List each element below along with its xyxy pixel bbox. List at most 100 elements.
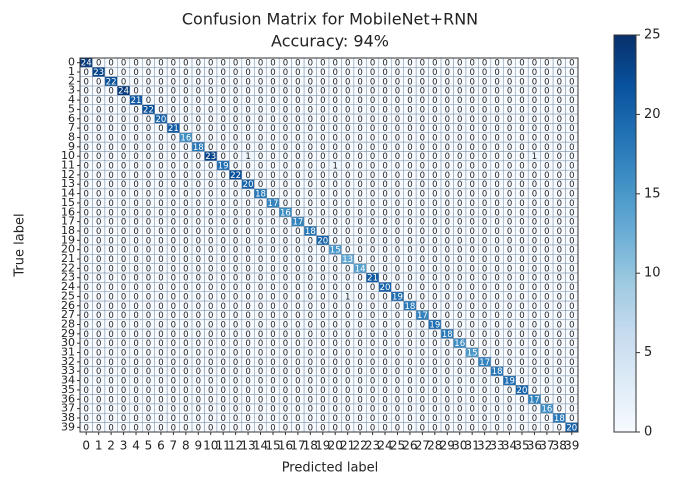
cell-label: 0 <box>457 283 462 293</box>
cell-label: 0 <box>245 274 250 284</box>
cell-label: 0 <box>233 302 238 312</box>
cell-label: 0 <box>158 77 163 87</box>
cell-label: 0 <box>208 330 213 340</box>
cell-label: 0 <box>220 227 225 237</box>
cell-label: 0 <box>345 349 350 359</box>
cell-label: 0 <box>220 96 225 106</box>
cell-label: 0 <box>220 59 225 69</box>
cell-label: 0 <box>146 133 151 143</box>
cell-label: 0 <box>345 227 350 237</box>
cell-label: 0 <box>407 190 412 200</box>
cell-label: 0 <box>245 124 250 134</box>
cell-label: 0 <box>569 302 574 312</box>
cell-label: 0 <box>532 339 537 349</box>
cell-label: 0 <box>258 77 263 87</box>
cell-label: 0 <box>469 246 474 256</box>
cell-label: 0 <box>395 320 400 330</box>
cell-label: 0 <box>121 124 126 134</box>
cell-label: 0 <box>158 227 163 237</box>
cell-label: 0 <box>557 143 562 153</box>
cell-label: 0 <box>370 255 375 265</box>
cell-label: 0 <box>320 255 325 265</box>
cell-label: 0 <box>345 105 350 115</box>
cell-label: 0 <box>519 339 524 349</box>
cell-label: 0 <box>557 162 562 172</box>
cell-label: 0 <box>457 87 462 97</box>
cell-label: 0 <box>245 302 250 312</box>
cell-label: 0 <box>357 152 362 162</box>
cell-label: 0 <box>308 236 313 246</box>
cell-label: 0 <box>245 349 250 359</box>
cell-label: 0 <box>258 152 263 162</box>
cell-label: 0 <box>270 171 275 181</box>
cell-label: 0 <box>233 190 238 200</box>
cell-label: 0 <box>482 152 487 162</box>
cell-label: 0 <box>382 292 387 302</box>
cell-label: 0 <box>432 246 437 256</box>
cell-label: 0 <box>370 171 375 181</box>
cell-label: 0 <box>233 349 238 359</box>
cell-label: 0 <box>220 180 225 190</box>
cell-label: 0 <box>457 59 462 69</box>
cell-label: 0 <box>308 330 313 340</box>
cell-label: 0 <box>108 264 113 274</box>
cell-label: 0 <box>158 236 163 246</box>
cell-label: 0 <box>482 227 487 237</box>
cell-label: 0 <box>457 115 462 125</box>
cell-label: 0 <box>557 152 562 162</box>
cell-label: 0 <box>395 68 400 78</box>
x-tick-label: 1 <box>95 439 103 453</box>
cell-label: 0 <box>320 143 325 153</box>
cell-label: 0 <box>233 105 238 115</box>
colorbar-tick-label: 0 <box>644 425 652 440</box>
cell-label: 0 <box>382 236 387 246</box>
cell-label: 0 <box>482 330 487 340</box>
cell-label: 0 <box>121 199 126 209</box>
cell-label: 0 <box>370 339 375 349</box>
cell-label: 0 <box>519 124 524 134</box>
cell-label: 0 <box>283 339 288 349</box>
cell-label: 0 <box>482 68 487 78</box>
cell-label: 0 <box>295 349 300 359</box>
cell-label: 0 <box>357 302 362 312</box>
cell-label: 0 <box>183 96 188 106</box>
cell-label: 0 <box>457 311 462 321</box>
cell-label: 0 <box>557 180 562 190</box>
cell-label: 0 <box>494 274 499 284</box>
cell-label: 0 <box>420 349 425 359</box>
cell-label: 0 <box>420 190 425 200</box>
cell-label: 0 <box>557 68 562 78</box>
cell-label: 0 <box>171 96 176 106</box>
cell-label: 0 <box>345 115 350 125</box>
cell-label: 0 <box>208 162 213 172</box>
cell-label: 0 <box>121 246 126 256</box>
cell-label: 0 <box>532 208 537 218</box>
cell-label: 0 <box>407 162 412 172</box>
cell-label: 0 <box>84 77 89 87</box>
cell-label: 0 <box>146 302 151 312</box>
cell-label: 0 <box>320 124 325 134</box>
cell-label: 0 <box>457 171 462 181</box>
cell-label: 0 <box>270 302 275 312</box>
cell-label: 0 <box>183 246 188 256</box>
cell-label: 0 <box>357 143 362 153</box>
cell-label: 0 <box>258 199 263 209</box>
cell-label: 0 <box>146 218 151 228</box>
cell-label: 0 <box>407 105 412 115</box>
cell-label: 0 <box>469 236 474 246</box>
cell-label: 0 <box>171 311 176 321</box>
cell-label: 0 <box>507 115 512 125</box>
cell-label: 0 <box>96 171 101 181</box>
cell-label: 0 <box>569 292 574 302</box>
cell-label: 24 <box>118 87 129 97</box>
cell-label: 0 <box>469 143 474 153</box>
cell-label: 0 <box>245 171 250 181</box>
cell-label: 0 <box>457 152 462 162</box>
cell-label: 0 <box>220 349 225 359</box>
cell-label: 0 <box>432 274 437 284</box>
cell-label: 0 <box>158 246 163 256</box>
cell-label: 0 <box>445 264 450 274</box>
cell-label: 0 <box>196 133 201 143</box>
cell-label: 0 <box>395 124 400 134</box>
cell-label: 0 <box>158 96 163 106</box>
